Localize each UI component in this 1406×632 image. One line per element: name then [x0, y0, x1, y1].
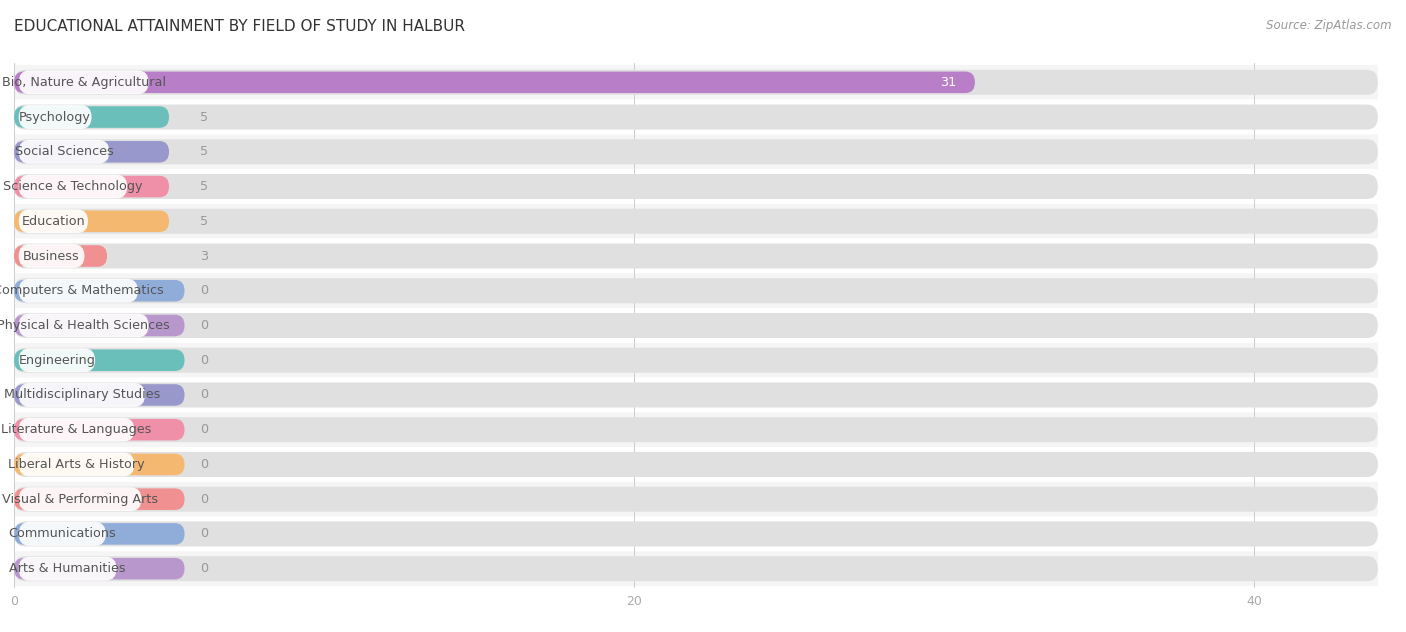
FancyBboxPatch shape — [14, 419, 184, 441]
FancyBboxPatch shape — [14, 210, 169, 232]
Text: Business: Business — [22, 250, 80, 262]
Text: Liberal Arts & History: Liberal Arts & History — [8, 458, 145, 471]
Text: Physical & Health Sciences: Physical & Health Sciences — [0, 319, 170, 332]
FancyBboxPatch shape — [18, 244, 84, 268]
FancyBboxPatch shape — [14, 521, 1378, 547]
FancyBboxPatch shape — [18, 313, 149, 337]
FancyBboxPatch shape — [18, 348, 96, 372]
Text: Multidisciplinary Studies: Multidisciplinary Studies — [4, 389, 160, 401]
FancyBboxPatch shape — [14, 382, 1378, 408]
FancyBboxPatch shape — [14, 551, 1378, 586]
FancyBboxPatch shape — [14, 348, 1378, 373]
FancyBboxPatch shape — [14, 104, 1378, 130]
FancyBboxPatch shape — [14, 174, 1378, 199]
Text: Education: Education — [21, 215, 86, 228]
Text: 3: 3 — [200, 250, 208, 262]
FancyBboxPatch shape — [14, 556, 1378, 581]
FancyBboxPatch shape — [14, 412, 1378, 447]
Text: Psychology: Psychology — [20, 111, 91, 123]
FancyBboxPatch shape — [14, 239, 1378, 274]
FancyBboxPatch shape — [14, 349, 184, 371]
Text: Engineering: Engineering — [18, 354, 96, 367]
FancyBboxPatch shape — [18, 140, 110, 164]
Text: 0: 0 — [200, 458, 208, 471]
Text: 5: 5 — [200, 215, 208, 228]
FancyBboxPatch shape — [18, 487, 142, 511]
FancyBboxPatch shape — [14, 452, 1378, 477]
FancyBboxPatch shape — [14, 245, 107, 267]
Text: Communications: Communications — [8, 528, 117, 540]
Text: Source: ZipAtlas.com: Source: ZipAtlas.com — [1267, 19, 1392, 32]
FancyBboxPatch shape — [18, 106, 91, 129]
Text: Literature & Languages: Literature & Languages — [1, 423, 152, 436]
FancyBboxPatch shape — [14, 516, 1378, 551]
FancyBboxPatch shape — [14, 243, 1378, 269]
Text: 0: 0 — [200, 562, 208, 575]
FancyBboxPatch shape — [14, 278, 1378, 303]
Text: Bio, Nature & Agricultural: Bio, Nature & Agricultural — [1, 76, 166, 89]
Text: Science & Technology: Science & Technology — [3, 180, 142, 193]
FancyBboxPatch shape — [14, 65, 1378, 100]
FancyBboxPatch shape — [14, 204, 1378, 239]
FancyBboxPatch shape — [14, 558, 184, 580]
Text: 0: 0 — [200, 528, 208, 540]
Text: 5: 5 — [200, 111, 208, 123]
FancyBboxPatch shape — [14, 169, 1378, 204]
Text: 0: 0 — [200, 319, 208, 332]
Text: 31: 31 — [941, 76, 956, 89]
FancyBboxPatch shape — [18, 557, 117, 580]
Text: 5: 5 — [200, 145, 208, 158]
FancyBboxPatch shape — [14, 280, 184, 301]
FancyBboxPatch shape — [14, 454, 184, 475]
FancyBboxPatch shape — [14, 313, 1378, 338]
FancyBboxPatch shape — [18, 522, 105, 545]
Text: 5: 5 — [200, 180, 208, 193]
Text: Arts & Humanities: Arts & Humanities — [10, 562, 127, 575]
FancyBboxPatch shape — [14, 135, 1378, 169]
FancyBboxPatch shape — [14, 343, 1378, 377]
FancyBboxPatch shape — [14, 106, 169, 128]
FancyBboxPatch shape — [14, 447, 1378, 482]
FancyBboxPatch shape — [18, 383, 145, 407]
Text: Social Sciences: Social Sciences — [14, 145, 114, 158]
Text: Computers & Mathematics: Computers & Mathematics — [0, 284, 163, 297]
Text: 0: 0 — [200, 493, 208, 506]
FancyBboxPatch shape — [14, 482, 1378, 516]
FancyBboxPatch shape — [14, 308, 1378, 343]
FancyBboxPatch shape — [14, 100, 1378, 135]
FancyBboxPatch shape — [14, 71, 974, 93]
FancyBboxPatch shape — [18, 71, 149, 94]
Text: 0: 0 — [200, 389, 208, 401]
FancyBboxPatch shape — [14, 384, 184, 406]
Text: 0: 0 — [200, 423, 208, 436]
FancyBboxPatch shape — [18, 453, 135, 477]
Text: 0: 0 — [200, 284, 208, 297]
FancyBboxPatch shape — [14, 139, 1378, 164]
FancyBboxPatch shape — [14, 487, 1378, 512]
FancyBboxPatch shape — [14, 315, 184, 336]
FancyBboxPatch shape — [14, 377, 1378, 412]
Text: Visual & Performing Arts: Visual & Performing Arts — [1, 493, 157, 506]
FancyBboxPatch shape — [18, 418, 135, 442]
FancyBboxPatch shape — [18, 209, 89, 233]
FancyBboxPatch shape — [14, 274, 1378, 308]
FancyBboxPatch shape — [14, 489, 184, 510]
FancyBboxPatch shape — [18, 279, 138, 303]
FancyBboxPatch shape — [14, 523, 184, 545]
FancyBboxPatch shape — [14, 141, 169, 162]
FancyBboxPatch shape — [14, 70, 1378, 95]
FancyBboxPatch shape — [14, 176, 169, 197]
FancyBboxPatch shape — [14, 209, 1378, 234]
Text: 0: 0 — [200, 354, 208, 367]
Text: EDUCATIONAL ATTAINMENT BY FIELD OF STUDY IN HALBUR: EDUCATIONAL ATTAINMENT BY FIELD OF STUDY… — [14, 19, 465, 34]
FancyBboxPatch shape — [14, 417, 1378, 442]
FancyBboxPatch shape — [18, 174, 127, 198]
